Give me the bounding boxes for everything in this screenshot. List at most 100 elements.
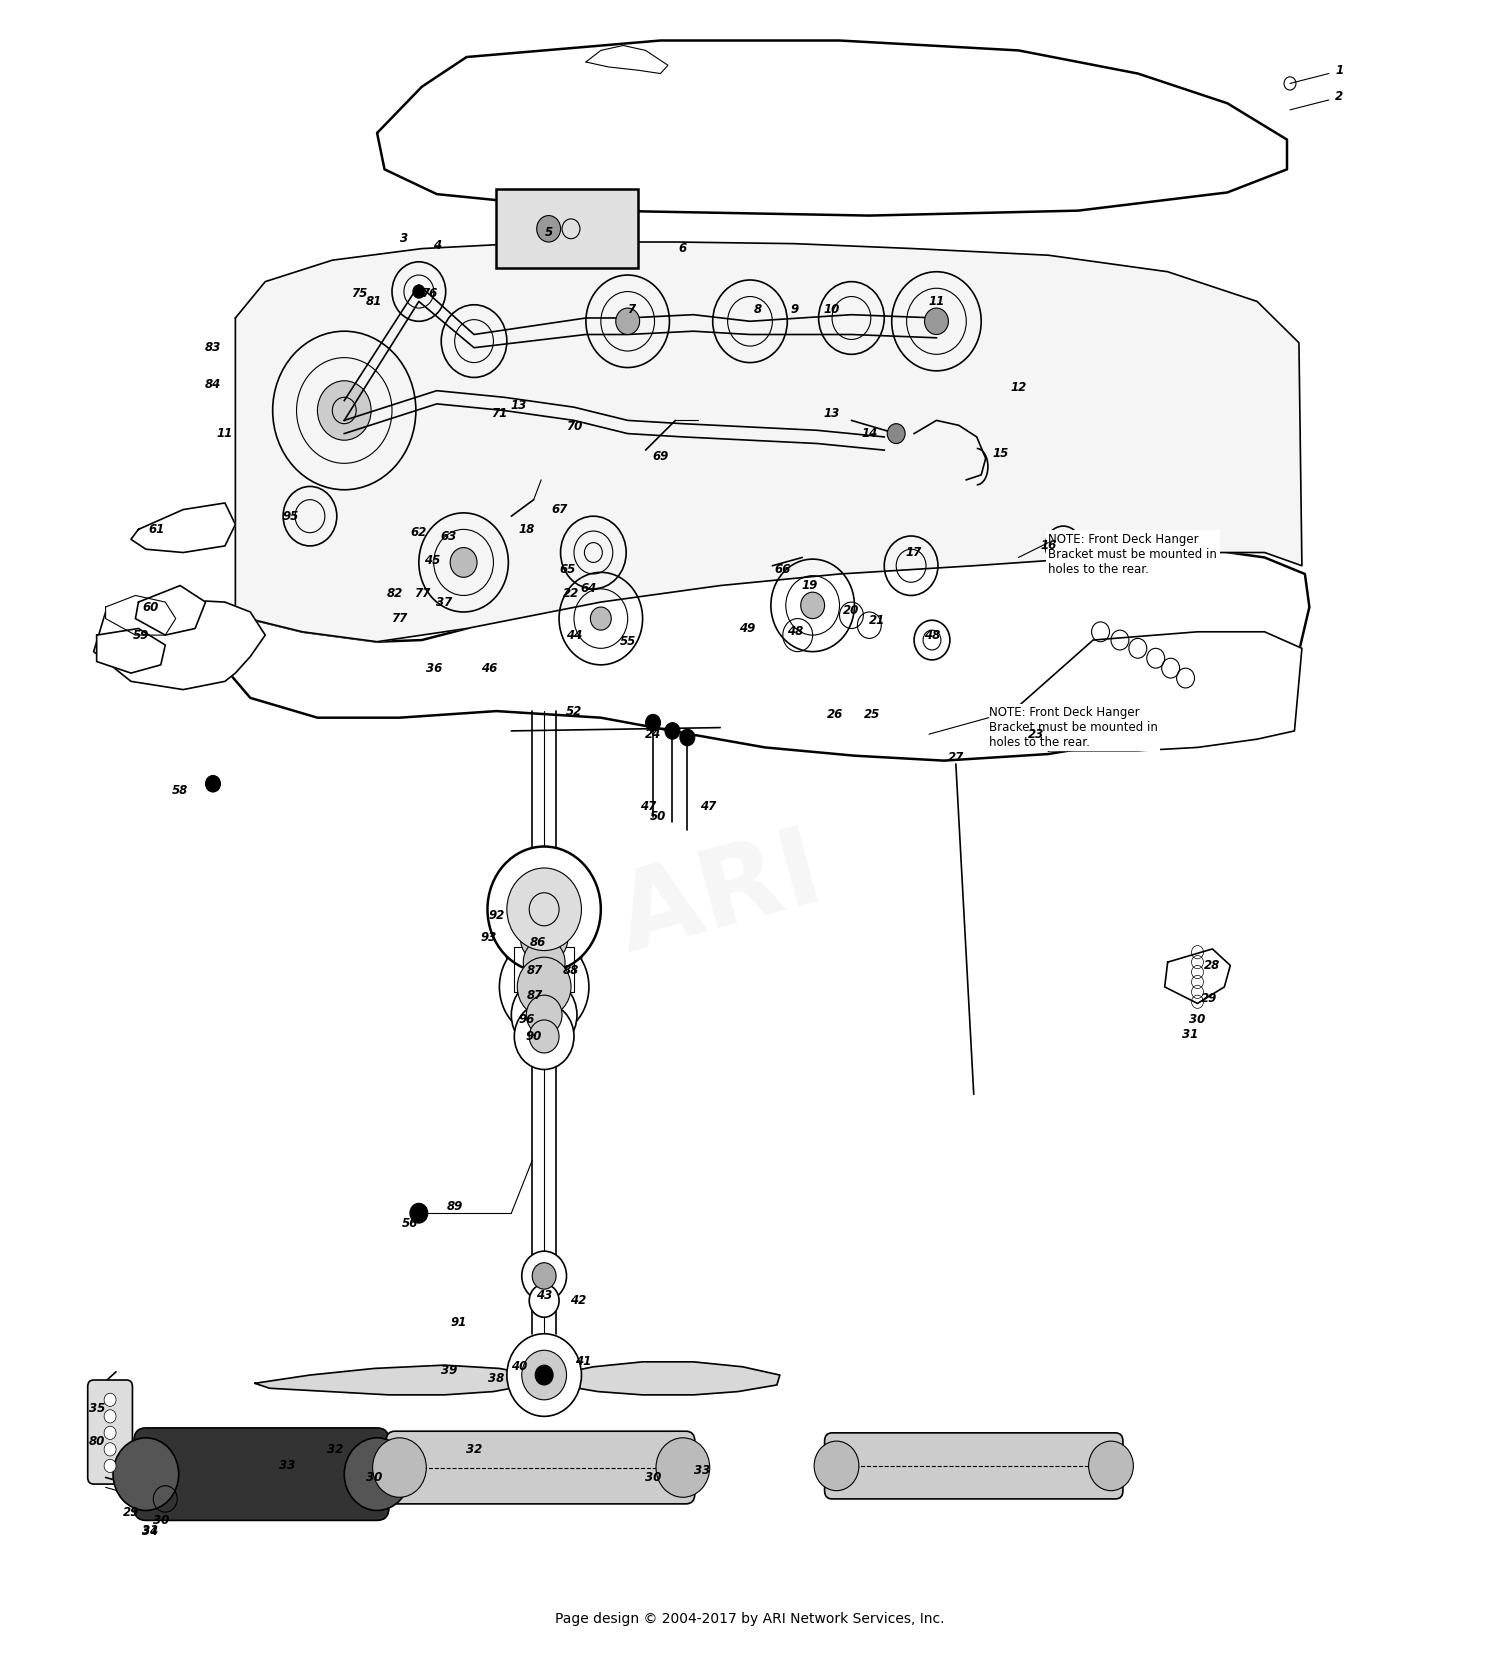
Text: 44: 44 [566, 629, 582, 642]
Text: 65: 65 [560, 563, 576, 576]
Text: 17: 17 [906, 546, 922, 559]
Text: 47: 47 [700, 800, 717, 813]
Text: 46: 46 [482, 662, 496, 674]
Text: 21: 21 [868, 614, 885, 627]
Text: 11: 11 [928, 295, 945, 309]
Circle shape [924, 309, 948, 335]
Text: 61: 61 [148, 523, 165, 536]
Text: 87: 87 [526, 989, 543, 1001]
Text: 83: 83 [206, 342, 220, 354]
Polygon shape [255, 1365, 534, 1394]
Polygon shape [1164, 950, 1230, 1003]
Text: 23: 23 [1029, 727, 1044, 740]
Text: 86: 86 [530, 936, 546, 950]
Text: 18: 18 [518, 523, 534, 536]
Text: 9: 9 [790, 304, 800, 315]
Circle shape [500, 938, 590, 1036]
Text: 12: 12 [1011, 380, 1026, 393]
Bar [514, 948, 574, 993]
Circle shape [104, 1393, 116, 1406]
Circle shape [680, 729, 694, 745]
Text: 31: 31 [142, 1524, 159, 1537]
Text: 19: 19 [801, 579, 818, 593]
Circle shape [507, 1333, 582, 1416]
Circle shape [1089, 1441, 1134, 1491]
Circle shape [507, 868, 582, 951]
Circle shape [522, 1252, 567, 1301]
Polygon shape [96, 629, 165, 672]
Text: 84: 84 [206, 377, 220, 390]
Polygon shape [105, 596, 176, 636]
Circle shape [104, 1443, 116, 1456]
Text: 37: 37 [436, 596, 453, 609]
Text: 2: 2 [1335, 90, 1344, 103]
Text: 82: 82 [387, 588, 404, 601]
Circle shape [664, 722, 680, 739]
Text: 16: 16 [1040, 540, 1056, 553]
Circle shape [206, 775, 220, 792]
Text: 26: 26 [827, 707, 843, 720]
Text: 20: 20 [843, 604, 860, 618]
Circle shape [104, 1426, 116, 1439]
Text: 30: 30 [645, 1471, 662, 1484]
Text: 3: 3 [400, 232, 408, 246]
Text: 35: 35 [88, 1401, 105, 1414]
Text: 69: 69 [652, 450, 669, 463]
Circle shape [591, 608, 612, 631]
Text: 88: 88 [562, 964, 579, 976]
Circle shape [345, 1438, 410, 1511]
Circle shape [514, 1003, 574, 1069]
Circle shape [104, 1409, 116, 1423]
Text: 10: 10 [824, 304, 840, 315]
Circle shape [514, 872, 574, 938]
Text: 50: 50 [650, 810, 666, 823]
Text: 24: 24 [645, 727, 662, 740]
Circle shape [656, 1438, 710, 1497]
Polygon shape [225, 541, 1310, 760]
Circle shape [615, 309, 639, 335]
Text: 81: 81 [366, 295, 382, 309]
Text: 34: 34 [142, 1526, 159, 1539]
Text: 60: 60 [142, 601, 159, 614]
Text: 36: 36 [426, 662, 442, 674]
Text: 28: 28 [1204, 959, 1221, 973]
Text: 32: 32 [327, 1443, 344, 1456]
Text: 39: 39 [441, 1363, 458, 1376]
Text: 67: 67 [550, 503, 567, 516]
Text: 70: 70 [566, 420, 582, 433]
Circle shape [522, 1350, 567, 1399]
Polygon shape [93, 599, 266, 689]
Text: NOTE: Front Deck Hanger
Bracket must be mounted in
holes to the rear.: NOTE: Front Deck Hanger Bracket must be … [988, 706, 1158, 749]
Text: 41: 41 [574, 1355, 591, 1368]
Circle shape [536, 1365, 554, 1384]
Circle shape [815, 1441, 860, 1491]
Text: 87: 87 [526, 964, 543, 976]
Text: 4: 4 [432, 239, 441, 252]
Polygon shape [554, 1361, 780, 1394]
Text: 30: 30 [153, 1514, 170, 1527]
Circle shape [518, 958, 572, 1016]
Text: 38: 38 [489, 1371, 504, 1384]
Text: NOTE: Front Deck Hanger
Bracket must be mounted in
holes to the rear.: NOTE: Front Deck Hanger Bracket must be … [1048, 533, 1217, 576]
Text: 66: 66 [774, 563, 790, 576]
Text: Page design © 2004-2017 by ARI Network Services, Inc.: Page design © 2004-2017 by ARI Network S… [555, 1612, 945, 1627]
Circle shape [530, 1285, 560, 1318]
Text: 13: 13 [510, 398, 526, 412]
Text: 32: 32 [466, 1443, 482, 1456]
Text: 63: 63 [441, 530, 458, 543]
Circle shape [112, 1438, 178, 1511]
Text: 75: 75 [351, 287, 368, 300]
Circle shape [318, 380, 370, 440]
Text: 76: 76 [422, 287, 438, 300]
FancyBboxPatch shape [134, 1428, 388, 1521]
Text: 59: 59 [134, 629, 150, 642]
Text: 95: 95 [282, 510, 298, 523]
Circle shape [645, 714, 660, 730]
Text: 22: 22 [562, 588, 579, 601]
Text: 6: 6 [680, 242, 687, 256]
Text: 49: 49 [740, 622, 754, 636]
Circle shape [413, 286, 424, 299]
Circle shape [526, 994, 562, 1034]
Text: 55: 55 [620, 636, 636, 647]
FancyBboxPatch shape [87, 1379, 132, 1484]
